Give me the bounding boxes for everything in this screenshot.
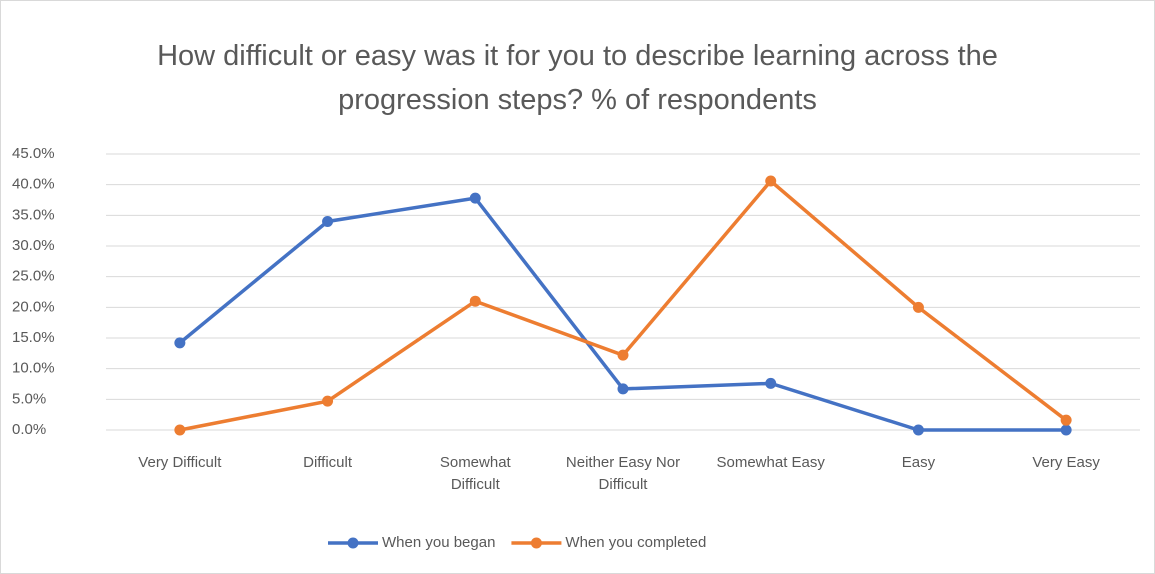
data-point [174, 337, 186, 349]
data-point [617, 383, 629, 395]
legend-marker [530, 537, 542, 549]
legend-label: When you began [382, 534, 495, 551]
x-tick-label: Easy [901, 454, 936, 471]
data-point [322, 215, 334, 227]
x-tick-label: Somewhat Difficult [439, 454, 511, 493]
chart-title: How difficult or easy was it for you to … [157, 40, 998, 116]
data-point [912, 424, 924, 436]
data-point [765, 377, 777, 389]
y-tick-label: 40.0% [12, 176, 55, 193]
data-point [322, 395, 334, 407]
x-tick-label: Very Easy [1032, 454, 1100, 471]
y-tick-label: 45.0% [12, 145, 55, 162]
y-tick-label: 15.0% [12, 329, 55, 346]
x-tick-label: Somewhat Easy [716, 454, 825, 471]
y-tick-label: 0.0% [12, 421, 46, 438]
y-tick-label: 20.0% [12, 298, 55, 315]
data-point [174, 424, 186, 436]
y-tick-label: 35.0% [12, 206, 55, 223]
y-tick-label: 10.0% [12, 360, 55, 377]
x-tick-label: Very Difficult [138, 454, 222, 471]
y-tick-label: 25.0% [12, 268, 55, 285]
data-point [1060, 424, 1072, 436]
data-point [912, 301, 924, 313]
data-point [1060, 414, 1072, 426]
x-tick-label: Difficult [303, 454, 353, 471]
legend-label: When you completed [565, 534, 706, 551]
data-point [469, 192, 481, 204]
data-point [617, 349, 629, 361]
legend-marker [347, 537, 359, 549]
data-point [469, 295, 481, 307]
y-tick-label: 5.0% [12, 390, 46, 407]
x-tick-label: Neither Easy Nor Difficult [565, 454, 681, 493]
data-point [765, 175, 777, 187]
y-tick-label: 30.0% [12, 237, 55, 254]
